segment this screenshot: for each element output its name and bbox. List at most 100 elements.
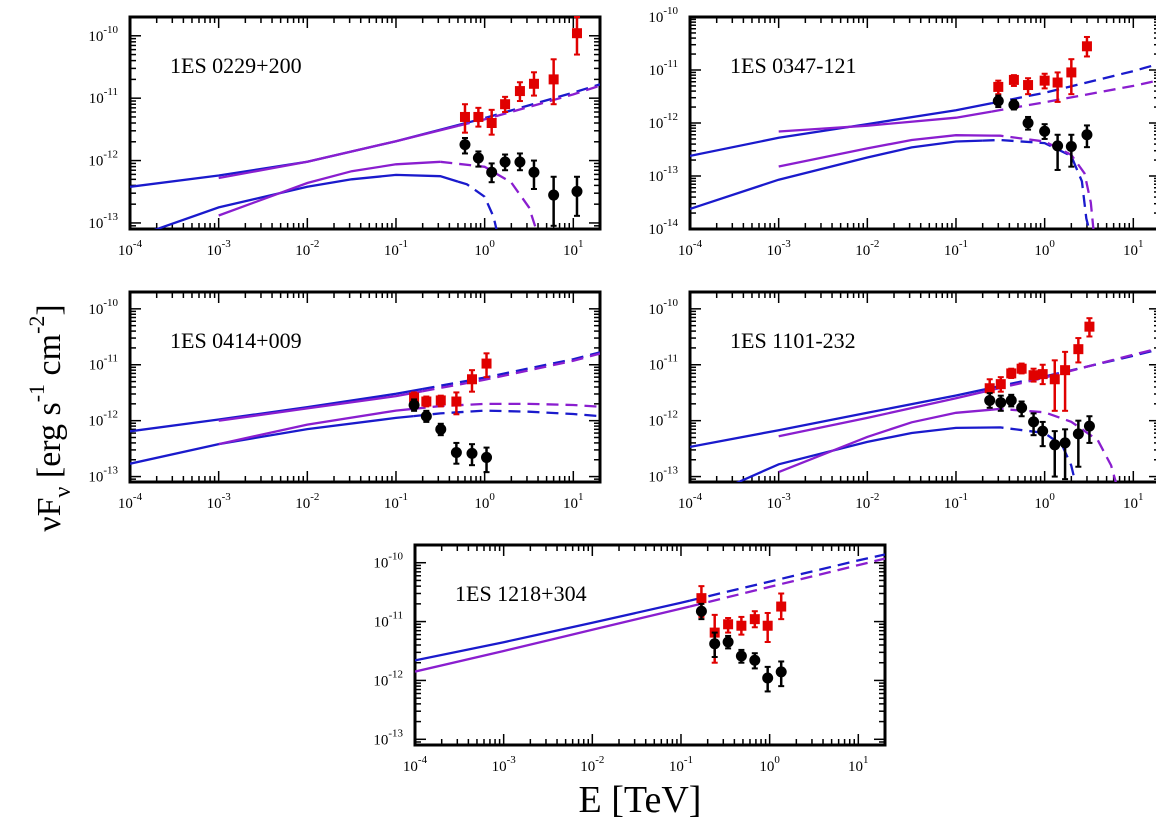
x-tick-label: 100: [1034, 238, 1055, 259]
x-tick-label: 10-2: [855, 491, 879, 512]
observed-point: [776, 601, 787, 612]
x-tick-exponent: -1: [684, 754, 693, 766]
x-tick-exponent: -3: [222, 491, 232, 503]
model-curves: [130, 83, 600, 229]
y-tick-base: 10: [648, 169, 663, 185]
x-tick-exponent: -2: [870, 491, 879, 503]
model-curve-solid: [778, 388, 992, 438]
y-tick-exponent: -12: [663, 409, 678, 421]
x-tick-label: 10-4: [118, 491, 143, 512]
model-curve-solid: [690, 386, 992, 449]
panel-4: 10-4 10-3 10-2 10-1 100 10110-1310-1210-1110-…: [648, 290, 1156, 512]
x-tick-exponent: -2: [870, 238, 879, 250]
observed-point: [466, 374, 477, 385]
ticks: [689, 16, 1156, 230]
y-tick-label: 10-11: [374, 610, 403, 631]
x-tick-base: 10: [118, 243, 133, 259]
y-tick-exponent: -12: [103, 149, 118, 161]
y-tick-label: 10-11: [649, 58, 678, 79]
x-tick-label: 10-2: [580, 754, 604, 775]
intrinsic-point: [486, 166, 498, 178]
x-tick-label: 10-1: [944, 238, 968, 259]
intrinsic-point: [1083, 420, 1095, 432]
model-curve-solid: [778, 110, 992, 133]
observed-point: [1016, 363, 1027, 374]
model-curve-solid: [218, 390, 423, 422]
model-curve-dashed: [991, 63, 1156, 105]
x-tick-base: 10: [759, 759, 774, 775]
model-curve-dashed: [422, 351, 600, 391]
observed-point: [571, 28, 582, 39]
model-curve-solid: [218, 407, 414, 446]
model-curve-dashed: [413, 409, 600, 418]
x-tick-base: 10: [855, 243, 870, 259]
x-tick-label: 10-2: [295, 491, 319, 512]
panel-5: 10-4 10-3 10-2 10-1 100 10110-1310-1210-1110-…: [373, 543, 887, 775]
x-tick-exponent: -3: [222, 238, 232, 250]
x-tick-base: 10: [669, 759, 684, 775]
y-tick-base: 10: [649, 63, 664, 79]
intrinsic-point: [709, 638, 721, 650]
data-points: [459, 16, 583, 227]
intrinsic-point: [695, 605, 707, 617]
x-tick-base: 10: [207, 243, 222, 259]
observed-point: [1006, 368, 1017, 379]
x-tick-base: 10: [678, 243, 693, 259]
y-tick-base: 10: [373, 556, 388, 572]
model-curve-dashed: [457, 84, 600, 128]
observed-point: [993, 81, 1004, 92]
x-tick-base: 10: [474, 243, 489, 259]
intrinsic-point: [1016, 402, 1028, 414]
y-tick-label: 10-10: [648, 297, 678, 318]
y-tick-exponent: -10: [663, 5, 678, 17]
intrinsic-point: [1049, 439, 1061, 451]
y-tick-base: 10: [648, 414, 663, 430]
x-tick-base: 10: [944, 243, 959, 259]
ticks: [129, 16, 601, 230]
intrinsic-point: [1059, 437, 1071, 449]
y-tick-exponent: -12: [663, 111, 678, 123]
y-tick-label: 10-13: [88, 211, 118, 232]
x-tick-base: 10: [855, 496, 870, 512]
y-tick-base: 10: [88, 216, 103, 232]
observed-point: [749, 614, 760, 625]
y-tick-label: 10-12: [88, 149, 118, 170]
model-curve-dashed: [991, 134, 1095, 229]
y-tick-base: 10: [648, 222, 663, 238]
data-points: [695, 585, 787, 693]
intrinsic-point: [1072, 428, 1084, 440]
y-tick-base: 10: [648, 116, 663, 132]
x-tick-base: 10: [580, 759, 595, 775]
x-tick-exponent: 1: [863, 754, 869, 766]
data-points: [408, 352, 493, 474]
model-curve-solid: [218, 160, 441, 217]
model-curve-dashed: [413, 402, 600, 410]
x-tick-exponent: -1: [399, 238, 408, 250]
observed-point: [1028, 370, 1039, 381]
x-tick-base: 10: [1123, 496, 1138, 512]
y-tick-label: 10-11: [89, 86, 118, 107]
intrinsic-point: [722, 636, 734, 648]
x-tick-label: 10-1: [669, 754, 693, 775]
observed-point: [723, 619, 734, 630]
intrinsic-point: [450, 446, 462, 458]
panel-2: 10-4 10-3 10-2 10-1 100 10110-1410-1310-1210-…: [648, 5, 1156, 259]
intrinsic-point: [775, 666, 787, 678]
model-curves: [415, 553, 885, 673]
x-tick-label: 101: [563, 238, 584, 259]
x-tick-exponent: -1: [959, 238, 968, 250]
observed-point: [1084, 321, 1095, 332]
x-tick-label: 101: [1123, 238, 1144, 259]
x-tick-base: 10: [492, 759, 507, 775]
model-curve-dashed: [689, 557, 885, 608]
intrinsic-point: [1037, 425, 1049, 437]
y-tick-label: 10-13: [648, 164, 678, 185]
intrinsic-point: [984, 394, 996, 406]
intrinsic-point: [481, 451, 493, 463]
observed-point: [528, 78, 539, 89]
x-tick-base: 10: [295, 243, 310, 259]
x-tick-exponent: -1: [959, 491, 968, 503]
model-curve-dashed: [982, 138, 1091, 229]
x-tick-label: 10-1: [384, 491, 408, 512]
observed-point: [481, 358, 492, 369]
